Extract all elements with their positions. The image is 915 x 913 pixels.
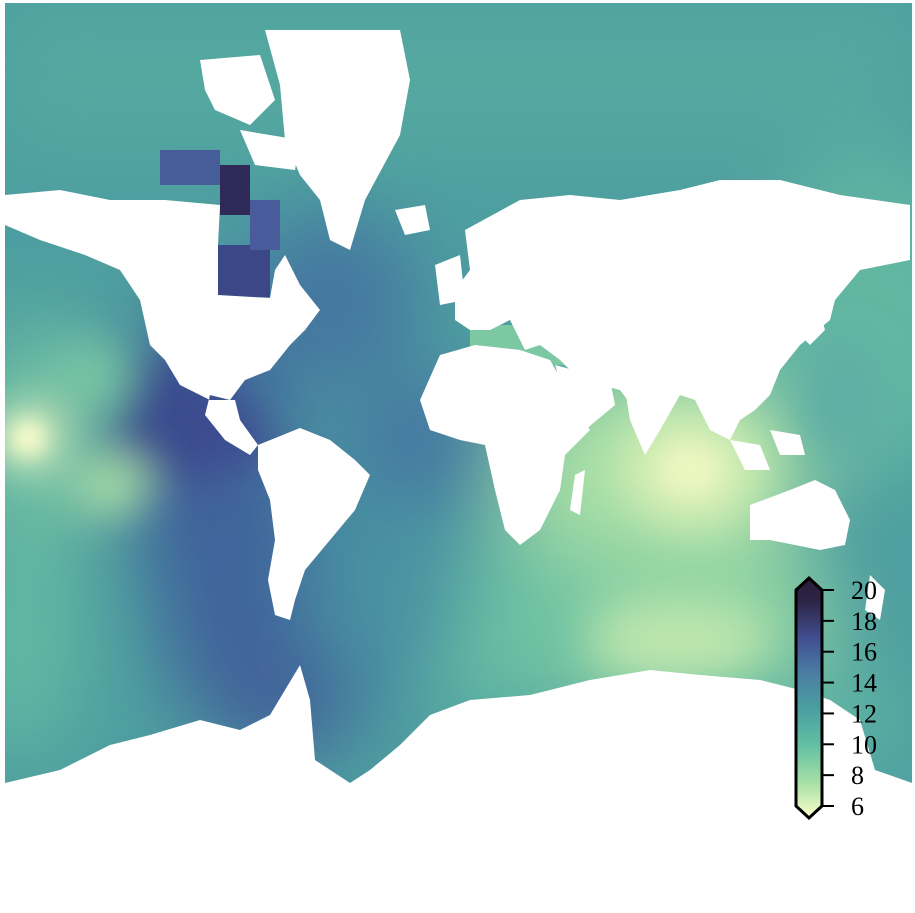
land-south-america	[258, 428, 370, 620]
colorbar-body	[794, 575, 824, 821]
land-mask	[5, 30, 912, 913]
land-antarctica	[5, 665, 912, 913]
colorbar-tick-label: 14	[851, 669, 877, 698]
land-north-america	[5, 190, 320, 455]
land-greenland	[265, 30, 410, 250]
land-arctic-islands	[200, 55, 275, 125]
ocean-field	[5, 3, 912, 783]
land-australia	[750, 480, 850, 550]
colorbar-tick-label: 6	[851, 792, 864, 821]
colorbar-tick-label: 20	[851, 576, 877, 605]
colorbar-tick-label: 12	[851, 699, 877, 728]
colorbar-tick-label: 18	[851, 607, 877, 636]
colorbar-tick-label: 16	[851, 638, 877, 667]
colorbar-tick-label: 10	[851, 730, 877, 759]
land-eurasia	[455, 180, 910, 440]
colorbar-tick-label: 8	[851, 761, 864, 790]
land-africa	[420, 345, 590, 545]
